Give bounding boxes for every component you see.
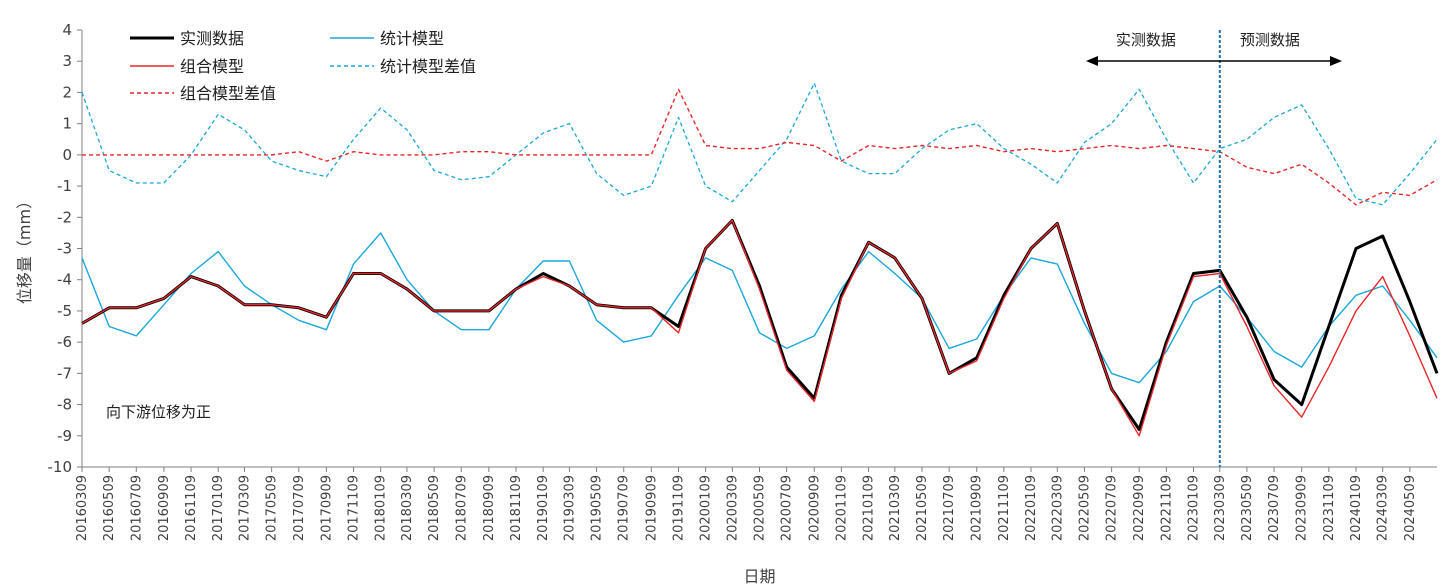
x-tick-label: 20191109 xyxy=(671,475,686,541)
x-tick-label: 20200709 xyxy=(780,475,795,541)
annotations: 实测数据 预测数据 向下游位移为正 xyxy=(106,30,1342,467)
x-tick-label: 20170309 xyxy=(237,475,252,541)
y-tick-label: -9 xyxy=(57,427,72,445)
y-tick-label: -8 xyxy=(57,396,72,414)
x-tick-label: 20181109 xyxy=(509,475,524,541)
legend-label: 统计模型差值 xyxy=(380,57,476,76)
y-tick-label: -3 xyxy=(57,240,72,258)
x-tick-label: 20190909 xyxy=(644,475,659,541)
x-tick-label: 20170909 xyxy=(319,475,334,541)
y-ticks: 4 3 2 1 0 -1 -2 -3 -4 -5 -6 -7 -8 -9 -10 xyxy=(48,21,82,476)
forecast-region-label: 预测数据 xyxy=(1240,31,1300,49)
x-tick-label: 20220909 xyxy=(1132,475,1147,541)
x-tick-label: 20230309 xyxy=(1213,475,1228,541)
series-line-4 xyxy=(81,82,1438,206)
x-tick-label: 20211109 xyxy=(997,475,1012,541)
y-axis-title: 位移量（mm） xyxy=(15,193,34,304)
y-tick-label: -1 xyxy=(57,177,72,195)
x-tick-label: 20190709 xyxy=(617,475,632,541)
x-tick-label: 20210909 xyxy=(970,475,985,541)
y-tick-label: -2 xyxy=(57,208,72,226)
x-tick-label: 20180709 xyxy=(454,475,469,541)
x-tick-label: 20201109 xyxy=(834,475,849,541)
legend-label: 组合模型差值 xyxy=(180,84,276,103)
series-line-1 xyxy=(81,219,1438,437)
x-tick-label: 20180309 xyxy=(400,475,415,541)
x-tick-label: 20170509 xyxy=(265,475,280,541)
x-ticks: 20160309 20160509 20160709 20160909 20161109… xyxy=(75,467,1418,541)
x-tick-label: 20210309 xyxy=(888,475,903,541)
x-axis-title: 日期 xyxy=(743,567,775,586)
x-tick-label: 20240309 xyxy=(1376,475,1391,541)
x-tick-label: 20220709 xyxy=(1105,475,1120,541)
series-layer xyxy=(81,82,1439,437)
x-tick-label: 20180509 xyxy=(427,475,442,541)
x-tick-label: 20230709 xyxy=(1267,475,1282,541)
x-tick-label: 20160309 xyxy=(75,475,90,541)
y-tick-label: -6 xyxy=(57,333,72,351)
x-tick-label: 20171109 xyxy=(347,475,362,541)
x-tick-label: 20230909 xyxy=(1295,475,1310,541)
x-tick-label: 20231109 xyxy=(1322,475,1337,541)
y-tick-label: 1 xyxy=(62,115,72,133)
x-tick-label: 20190509 xyxy=(590,475,605,541)
y-tick-label: -4 xyxy=(57,271,72,289)
legend-label: 统计模型 xyxy=(380,29,444,48)
y-tick-label: -7 xyxy=(57,364,72,382)
x-tick-label: 20160909 xyxy=(157,475,172,541)
measured-region-label: 实测数据 xyxy=(1116,31,1176,49)
series-line-0 xyxy=(81,218,1439,431)
x-tick-label: 20240509 xyxy=(1403,475,1418,541)
x-tick-label: 20230509 xyxy=(1240,475,1255,541)
x-tick-label: 20210709 xyxy=(942,475,957,541)
x-tick-label: 20210109 xyxy=(862,475,877,541)
x-tick-label: 20180909 xyxy=(482,475,497,541)
x-tick-label: 20230109 xyxy=(1187,475,1202,541)
y-tick-label: -5 xyxy=(57,302,72,320)
direction-note: 向下游位移为正 xyxy=(106,403,211,421)
series-line-3 xyxy=(82,88,1438,206)
y-tick-label: 0 xyxy=(62,146,72,164)
x-tick-label: 20221109 xyxy=(1159,475,1174,541)
x-tick-label: 20200909 xyxy=(807,475,822,541)
x-tick-label: 20160509 xyxy=(102,475,117,541)
legend-label: 组合模型 xyxy=(180,57,244,76)
x-tick-label: 20160709 xyxy=(129,475,144,541)
left-arrowhead xyxy=(1086,56,1098,66)
x-tick-label: 20200309 xyxy=(725,475,740,541)
x-tick-label: 20170109 xyxy=(211,475,226,541)
right-arrowhead xyxy=(1330,56,1342,66)
axes xyxy=(81,30,1437,468)
series-line-2 xyxy=(81,232,1438,384)
y-tick-label: 3 xyxy=(62,52,72,70)
x-tick-label: 20180109 xyxy=(374,475,389,541)
x-tick-label: 20161109 xyxy=(184,475,199,541)
x-tick-label: 20220509 xyxy=(1077,475,1092,541)
x-tick-label: 20190109 xyxy=(536,475,551,541)
x-tick-label: 20220109 xyxy=(1024,475,1039,541)
y-tick-label: 4 xyxy=(62,21,72,39)
x-tick-label: 20210509 xyxy=(915,475,930,541)
x-tick-label: 20170709 xyxy=(292,475,307,541)
x-tick-label: 20200109 xyxy=(699,475,714,541)
x-tick-label: 20190309 xyxy=(562,475,577,541)
x-tick-label: 20240109 xyxy=(1349,475,1364,541)
y-tick-label: 2 xyxy=(62,83,72,101)
x-tick-label: 20200509 xyxy=(753,475,768,541)
y-tick-label: -10 xyxy=(48,458,73,476)
x-tick-label: 20220309 xyxy=(1050,475,1065,541)
legend-label: 实测数据 xyxy=(180,29,244,48)
